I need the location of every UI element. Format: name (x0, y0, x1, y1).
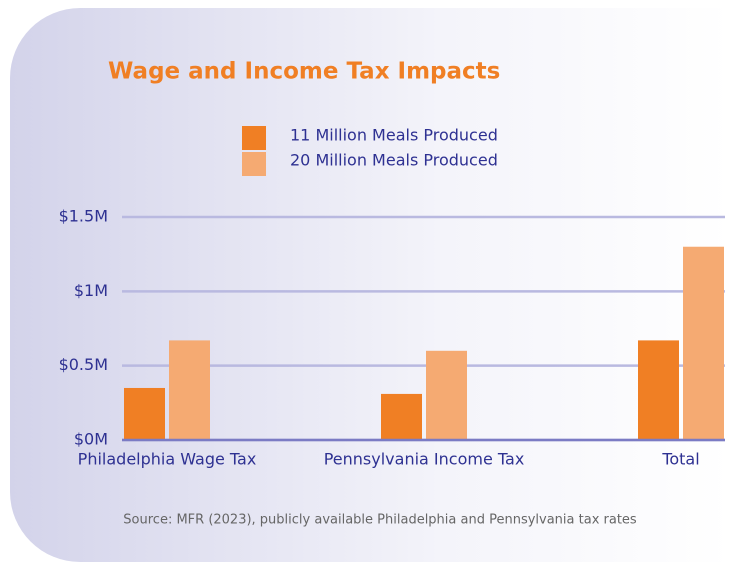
x-tick-label: Philadelphia Wage Tax (78, 450, 257, 469)
x-tick-label: Total (661, 450, 699, 469)
x-tick-label: Pennsylvania Income Tax (324, 450, 525, 469)
legend-label: 20 Million Meals Produced (290, 151, 498, 170)
bar (638, 340, 679, 440)
card-background (10, 8, 730, 562)
bar (381, 393, 422, 440)
y-tick-label: $1M (74, 281, 108, 300)
legend-swatch (242, 152, 266, 176)
bar (169, 340, 210, 440)
y-tick-label: $0M (74, 430, 108, 449)
bar (426, 350, 467, 440)
source-note: Source: MFR (2023), publicly available P… (123, 513, 637, 528)
legend-swatch (242, 126, 266, 150)
y-tick-label: $0.5M (59, 355, 108, 374)
bar (124, 387, 165, 440)
legend-label: 11 Million Meals Produced (290, 126, 498, 145)
y-tick-label: $1.5M (59, 207, 108, 226)
chart-title: Wage and Income Tax Impacts (108, 59, 500, 85)
bar (683, 246, 724, 440)
